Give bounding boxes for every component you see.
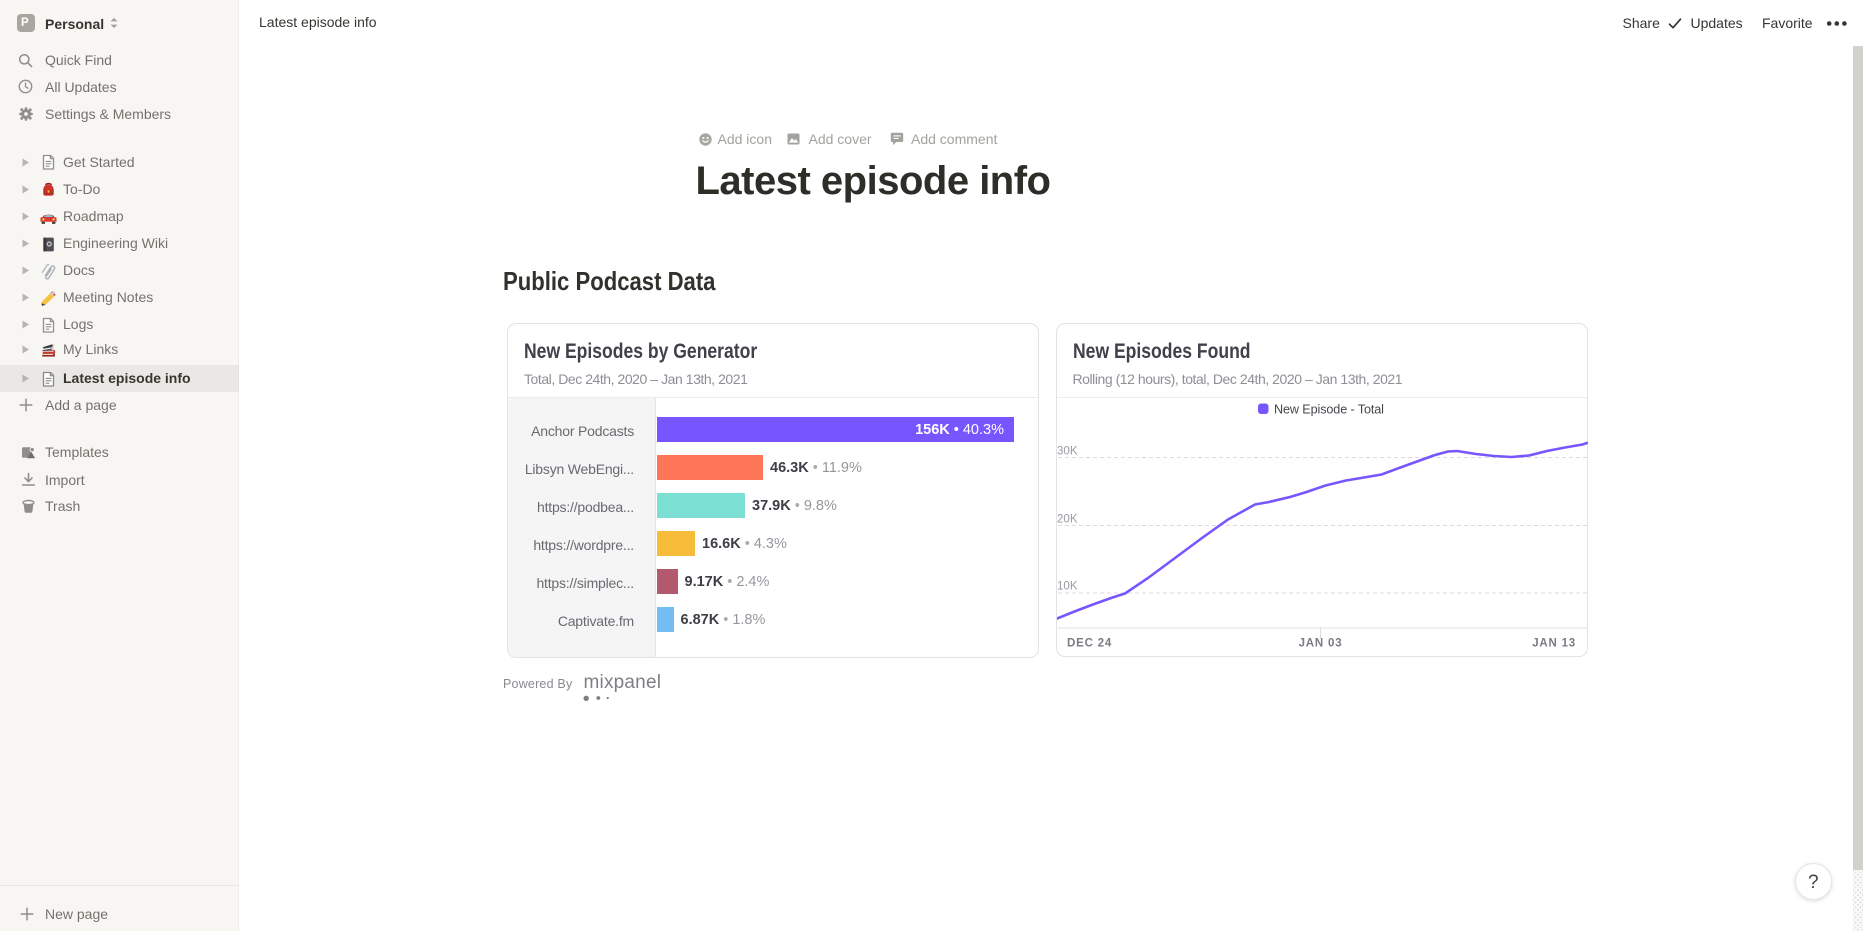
svg-text:JAN 13: JAN 13 [1532,638,1576,650]
svg-text:New Episode - Total: New Episode - Total [1274,402,1384,416]
svg-text:DEC 24: DEC 24 [1067,638,1112,650]
svg-text:30K: 30K [1057,446,1078,458]
svg-text:20K: 20K [1057,514,1078,526]
svg-text:10K: 10K [1057,581,1078,593]
svg-text:JAN 03: JAN 03 [1298,638,1342,650]
